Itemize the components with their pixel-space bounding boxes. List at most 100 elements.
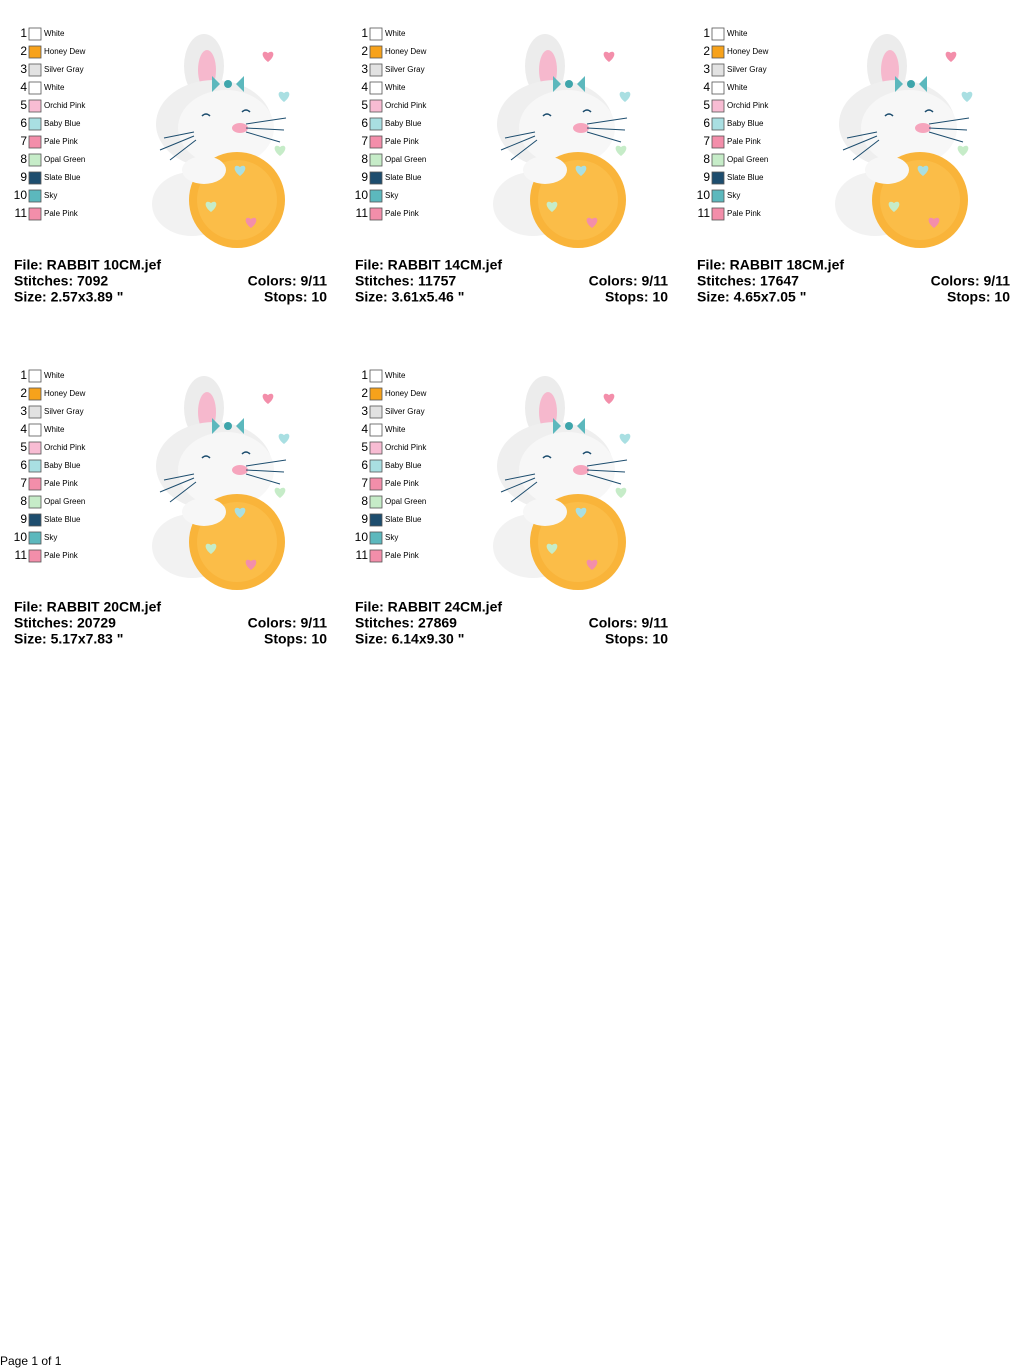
thread-name: Sky (385, 191, 398, 200)
file-name: File: RABBIT 24CM.jef (355, 599, 502, 615)
file-name: File: RABBIT 10CM.jef (14, 257, 161, 273)
thread-swatch (369, 441, 383, 455)
thread-number: 7 (361, 476, 368, 490)
thread-number: 7 (20, 476, 27, 490)
thread-name: Honey Dew (727, 47, 769, 56)
thread-number: 9 (20, 170, 27, 184)
stop-count: Stops: 10 (947, 289, 1010, 305)
stop-count: Stops: 10 (264, 631, 327, 647)
thread-number: 8 (20, 152, 27, 166)
file-name: File: RABBIT 18CM.jef (697, 257, 844, 273)
thread-swatch (369, 549, 383, 563)
thread-swatch (28, 387, 42, 401)
thread-swatch (369, 189, 383, 203)
thread-number: 11 (15, 206, 28, 220)
thread-swatch (28, 63, 42, 77)
thread-name: Slate Blue (385, 173, 422, 182)
thread-swatch (28, 369, 42, 383)
design-size: Size: 3.61x5.46 " (355, 289, 464, 305)
thread-name: Pale Pink (44, 551, 79, 560)
thread-name: Opal Green (385, 497, 426, 506)
thread-swatch (28, 513, 42, 527)
thread-number: 8 (20, 494, 27, 508)
stitch-count: Stitches: 17647 (697, 273, 799, 289)
thread-swatch (369, 117, 383, 131)
thread-number: 10 (697, 188, 711, 202)
thread-swatch (28, 153, 42, 167)
thread-swatch (369, 513, 383, 527)
thread-number: 8 (361, 494, 368, 508)
thread-name: Baby Blue (385, 119, 422, 128)
thread-name: Honey Dew (385, 389, 427, 398)
thread-name: Pale Pink (385, 479, 420, 488)
thread-number: 2 (20, 386, 27, 400)
thread-number: 9 (361, 512, 368, 526)
thread-name: Pale Pink (727, 137, 762, 146)
thread-number: 7 (703, 134, 710, 148)
thread-number: 11 (698, 206, 711, 220)
thread-swatch (28, 477, 42, 491)
thread-swatch (369, 63, 383, 77)
thread-number: 3 (20, 62, 27, 76)
thread-swatch (28, 45, 42, 59)
thread-number: 4 (703, 80, 710, 94)
thread-name: Baby Blue (44, 461, 81, 470)
thread-swatch (711, 99, 725, 113)
thread-number: 8 (361, 152, 368, 166)
thread-number: 9 (361, 170, 368, 184)
thread-number: 11 (15, 548, 28, 562)
thread-swatch (711, 171, 725, 185)
thread-swatch (711, 27, 725, 41)
thread-swatch (28, 405, 42, 419)
thread-name: Baby Blue (385, 461, 422, 470)
file-name: File: RABBIT 14CM.jef (355, 257, 502, 273)
stop-count: Stops: 10 (264, 289, 327, 305)
thread-number: 5 (361, 440, 368, 454)
thread-number: 1 (361, 26, 368, 40)
thread-number: 10 (355, 188, 369, 202)
thread-number: 4 (20, 80, 27, 94)
thread-name: Orchid Pink (44, 443, 86, 452)
thread-swatch (711, 63, 725, 77)
thread-swatch (369, 171, 383, 185)
stop-count: Stops: 10 (605, 289, 668, 305)
thread-number: 11 (356, 206, 369, 220)
thread-number: 11 (356, 548, 369, 562)
thread-name: Orchid Pink (44, 101, 86, 110)
thread-swatch (28, 441, 42, 455)
thread-name: Pale Pink (44, 479, 79, 488)
thread-number: 4 (361, 80, 368, 94)
color-count: Colors: 9/11 (931, 273, 1011, 289)
thread-name: Opal Green (44, 155, 85, 164)
design-preview (152, 34, 289, 248)
thread-name: White (385, 425, 406, 434)
stitch-count: Stitches: 7092 (14, 273, 108, 289)
thread-name: Slate Blue (44, 515, 81, 524)
thread-number: 10 (355, 530, 369, 544)
thread-name: Pale Pink (385, 137, 420, 146)
thread-name: Sky (44, 191, 57, 200)
color-count: Colors: 9/11 (589, 615, 669, 631)
thread-name: White (385, 83, 406, 92)
thread-swatch (369, 153, 383, 167)
thread-swatch (369, 495, 383, 509)
thread-name: Opal Green (727, 155, 768, 164)
thread-swatch (28, 495, 42, 509)
thread-name: Silver Gray (727, 65, 767, 74)
thread-name: Orchid Pink (727, 101, 769, 110)
design-preview (835, 34, 972, 248)
thread-name: Orchid Pink (385, 101, 427, 110)
thread-number: 3 (361, 62, 368, 76)
design-preview (493, 376, 630, 590)
thread-swatch (28, 207, 42, 221)
thread-number: 3 (361, 404, 368, 418)
thread-name: Orchid Pink (385, 443, 427, 452)
thread-number: 6 (20, 116, 27, 130)
design-size: Size: 2.57x3.89 " (14, 289, 123, 305)
thread-number: 1 (361, 368, 368, 382)
thread-swatch (711, 135, 725, 149)
thread-name: Pale Pink (44, 137, 79, 146)
thread-name: White (385, 29, 406, 38)
thread-swatch (369, 459, 383, 473)
thread-name: Pale Pink (44, 209, 79, 218)
